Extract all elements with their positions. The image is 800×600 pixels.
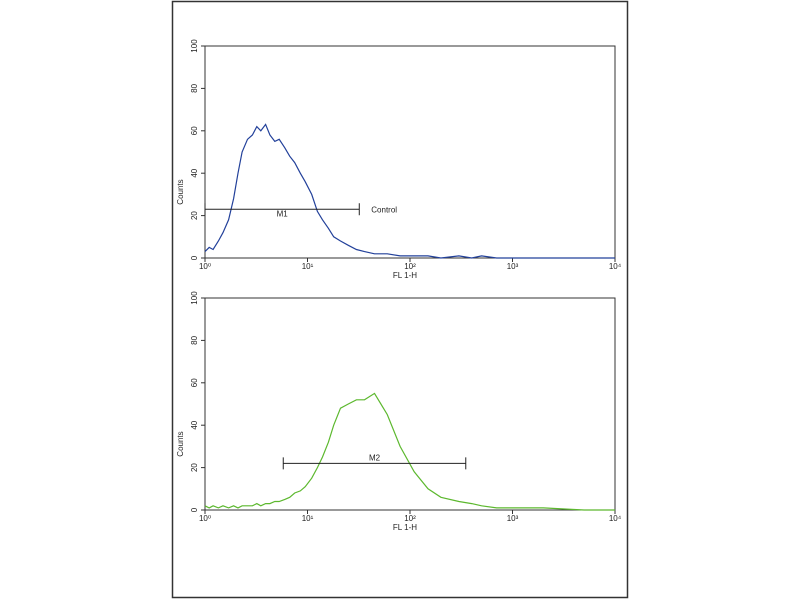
x-tick-label: 10⁴ [609,262,622,271]
x-axis-label: FL 1-H [393,523,417,532]
x-tick-label: 10¹ [302,514,314,523]
x-tick-label: 10³ [507,262,519,271]
histogram-line [204,123,615,259]
marker-label: M2 [369,453,381,462]
y-axis-label: Counts [176,179,185,204]
y-tick-label: 100 [190,291,199,305]
x-tick-label: 10⁰ [199,262,211,271]
y-tick-label: 40 [190,420,199,429]
x-tick-label: 10¹ [302,262,314,271]
x-tick-label: 10² [404,514,416,523]
y-tick-label: 60 [190,126,199,135]
frame [171,0,629,599]
y-tick-label: 20 [190,463,199,472]
y-tick-label: 0 [190,255,199,260]
y-tick-label: 80 [190,335,199,344]
x-tick-label: 10⁰ [199,514,211,523]
x-tick-label: 10² [404,262,416,271]
y-tick-label: 20 [190,211,199,220]
x-tick-label: 10³ [507,514,519,523]
y-tick-label: 40 [190,168,199,177]
x-axis-label: FL 1-H [393,271,417,280]
annotation: Control [371,205,397,214]
x-tick-label: 10⁴ [609,514,622,523]
y-axis-label: Counts [176,431,185,456]
y-tick-label: 80 [190,83,199,92]
y-tick-label: 0 [190,507,199,512]
y-tick-label: 60 [190,378,199,387]
histogram-line [204,392,615,511]
marker-label: M1 [277,209,289,218]
y-tick-label: 100 [190,39,199,53]
